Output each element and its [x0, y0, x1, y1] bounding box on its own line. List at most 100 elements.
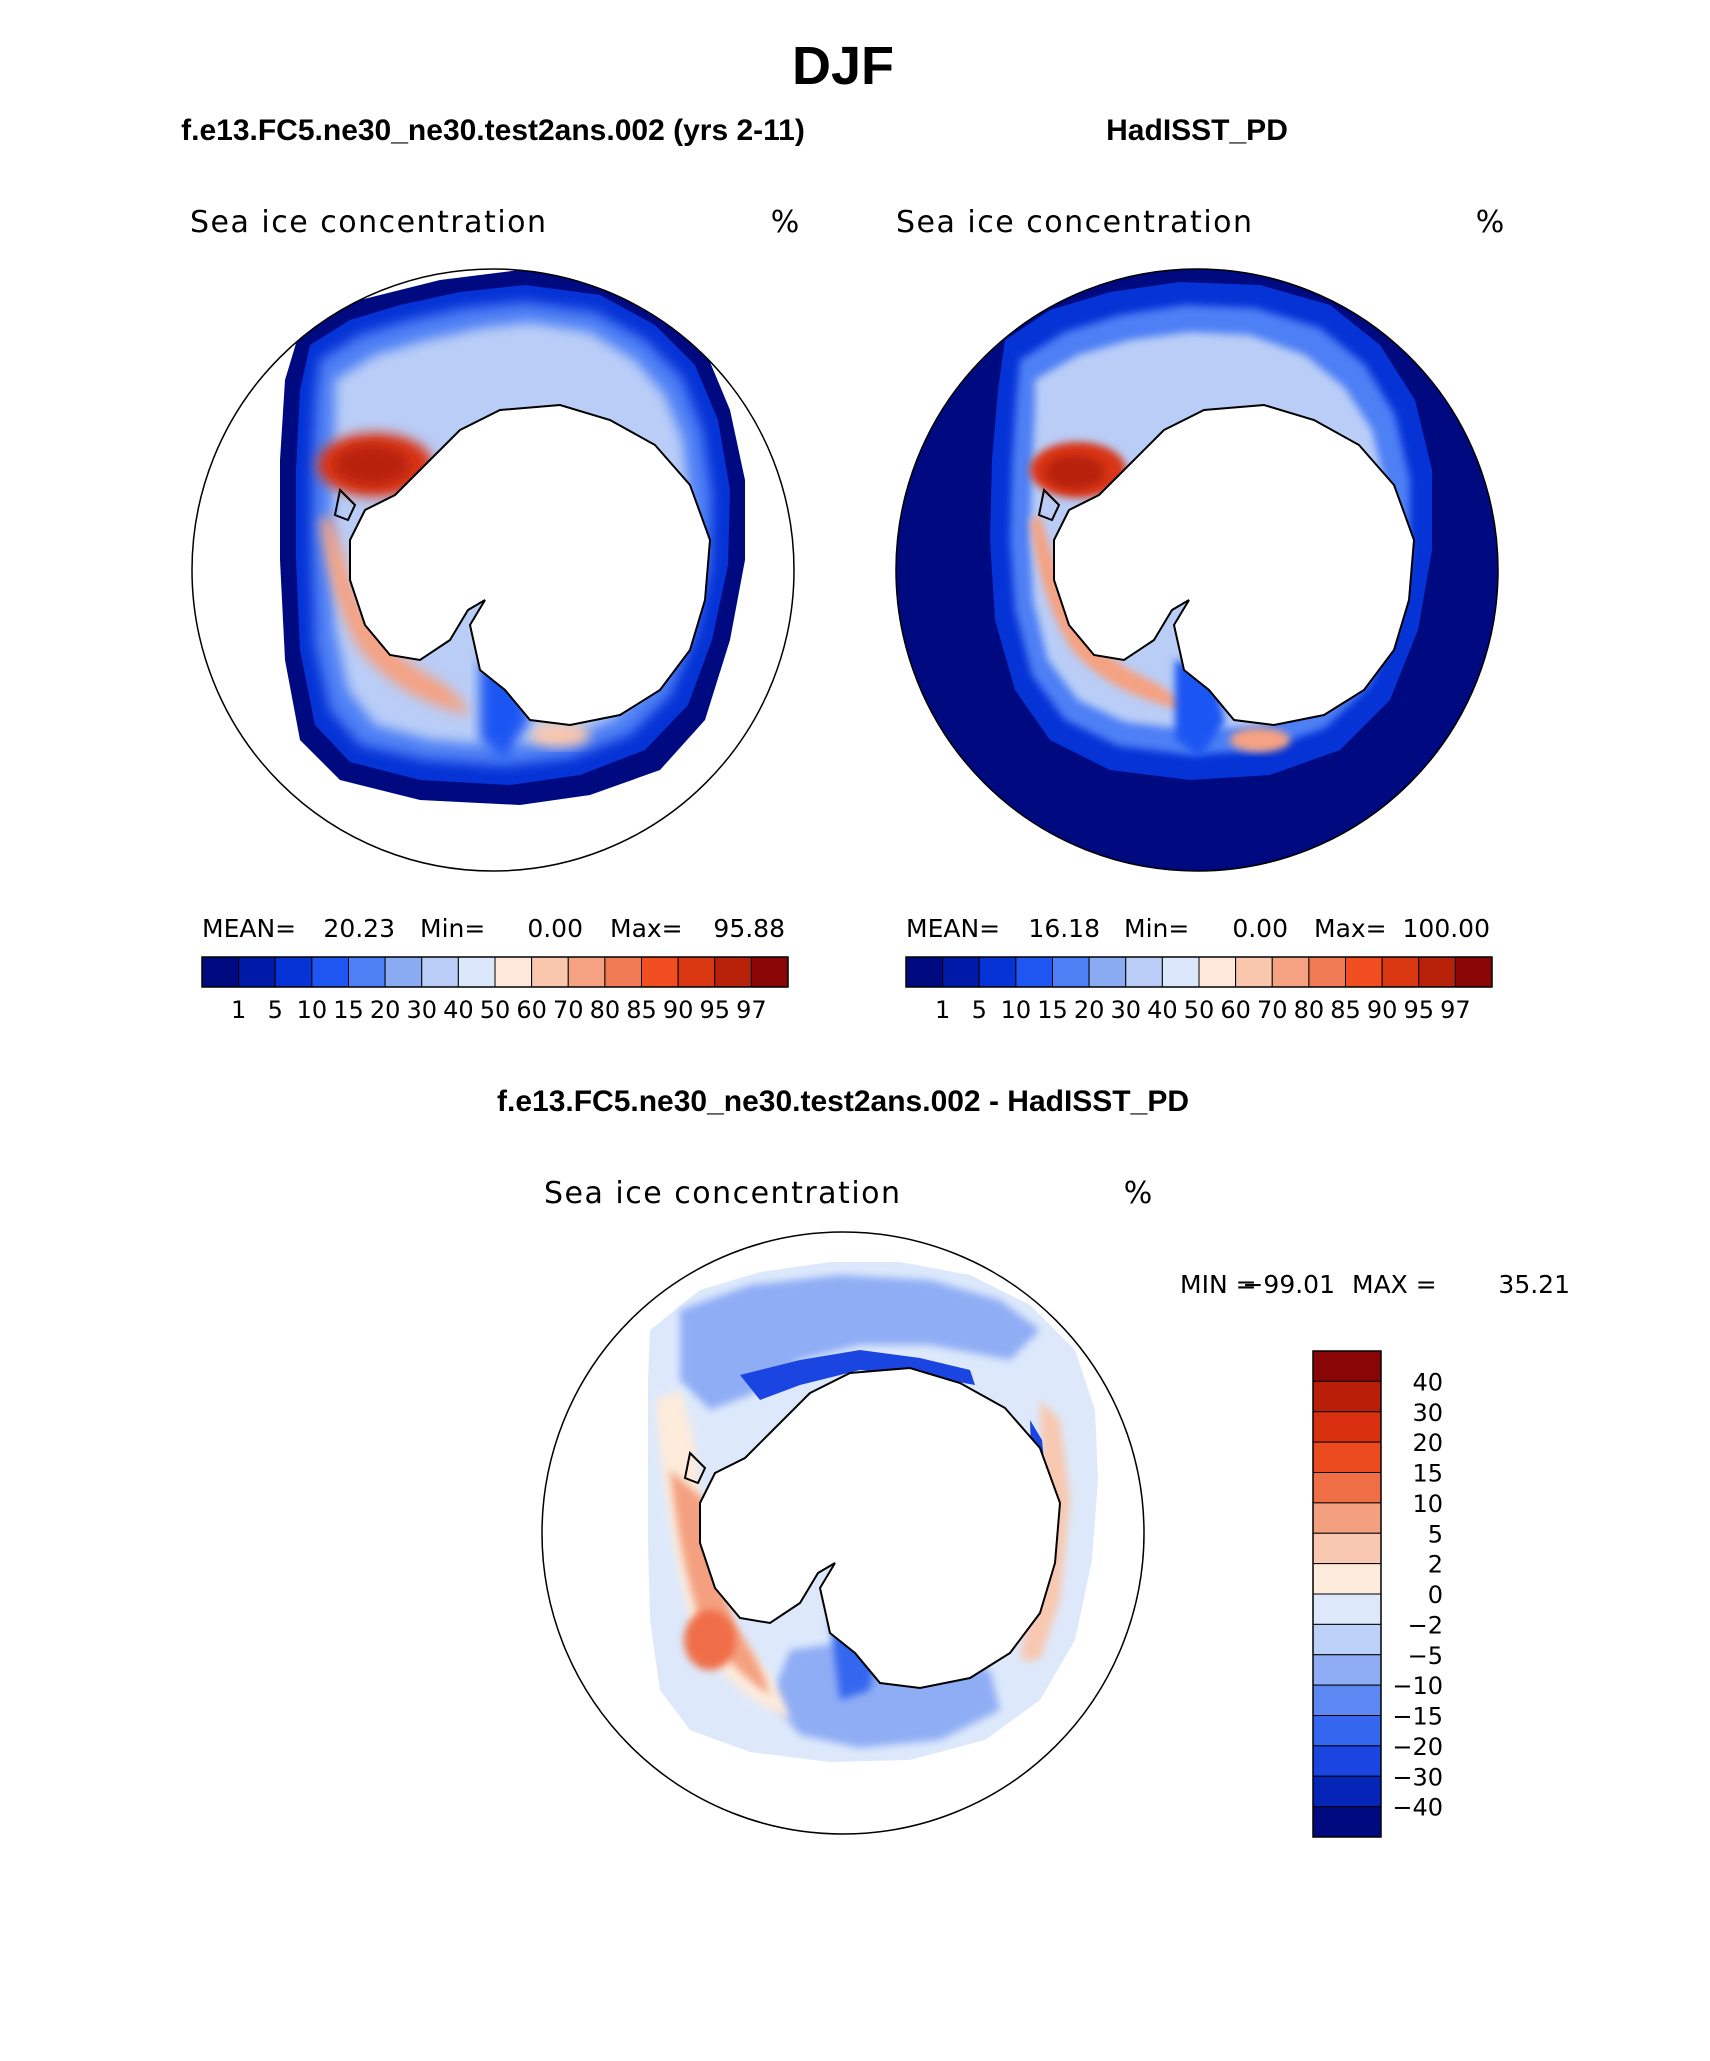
colorbar-swatch [641, 956, 679, 988]
panel-model-stats: MEAN= 20.23 Min= 0.00 Max= 95.88 [202, 914, 785, 943]
panel-model-border [191, 268, 795, 872]
panel-obs-max: 100.00 [1403, 914, 1490, 943]
colorbar-swatch [201, 956, 240, 988]
panel-model-subtitle: f.e13.FC5.ne30_ne30.test2ans.002 (yrs 2-… [181, 114, 805, 147]
colorbar-tick-label: 1 [935, 996, 950, 1024]
colorbar-swatch [384, 956, 423, 988]
panel-model-map [192, 269, 794, 871]
colorbar-tick-label: 5 [1428, 1520, 1443, 1548]
panel-diff-min-label: MIN = [1180, 1270, 1257, 1299]
colorbar-swatch [1235, 956, 1273, 988]
colorbar-tick-label: −15 [1392, 1703, 1443, 1731]
colorbar-tick-label: −20 [1392, 1733, 1443, 1761]
colorbar-tick-label: 1 [231, 996, 246, 1024]
colorbar-tick-label: 0 [1428, 1581, 1443, 1609]
panel-diff-title: Sea ice concentration [544, 1176, 902, 1211]
colorbar-swatch [1312, 1411, 1382, 1443]
panel-obs-min: 0.00 [1232, 914, 1288, 943]
colorbar-tick-label: 50 [480, 996, 511, 1024]
colorbar-swatch [1312, 1806, 1382, 1838]
colorbar-tick-label: 85 [1330, 996, 1361, 1024]
panel-model-mean: 20.23 [323, 914, 395, 943]
colorbar-tick-label: 80 [590, 996, 621, 1024]
colorbar-swatch [457, 956, 496, 988]
panel-obs: HadISST_PD Sea ice concentration % MEAN=… [895, 114, 1505, 1024]
colorbar-tick-label: 20 [1074, 996, 1105, 1024]
colorbar-swatch [238, 956, 276, 988]
colorbar-tick-label: 95 [1403, 996, 1434, 1024]
colorbar-tick-label: 2 [1428, 1551, 1443, 1579]
colorbar-swatch [942, 956, 980, 988]
colorbar-swatch [1312, 1654, 1382, 1686]
colorbar-tick-label: 30 [1110, 996, 1141, 1024]
panel-model-max: 95.88 [713, 914, 785, 943]
panel-model: f.e13.FC5.ne30_ne30.test2ans.002 (yrs 2-… [181, 114, 805, 1024]
colorbar-swatch [1454, 956, 1493, 988]
colorbar-swatch [1271, 956, 1310, 988]
panel-obs-mean-label: MEAN= [906, 914, 1000, 943]
colorbar-frame [201, 956, 789, 988]
colorbar-tick-label: 30 [1412, 1399, 1443, 1427]
panel-diff-subtitle: f.e13.FC5.ne30_ne30.test2ans.002 - HadIS… [497, 1085, 1189, 1118]
panel-diff-min: −99.01 [1242, 1270, 1335, 1299]
panel-obs-colorbar: 1 5 10 15 20 30 40 50 60 70 80 85 90 95 97 [905, 956, 1493, 1024]
colorbar-tick-label: 30 [406, 996, 437, 1024]
panel-diff-antarctica [699, 1366, 1062, 1690]
colorbar-swatch [1312, 1593, 1382, 1625]
colorbar-swatch [311, 956, 349, 988]
colorbar-swatch [1381, 956, 1420, 988]
colorbar-swatch [750, 956, 789, 988]
panel-model-max-label: Max= [610, 914, 683, 943]
colorbar-tick-label: −40 [1392, 1794, 1443, 1822]
colorbar-tick-label: 97 [1440, 996, 1471, 1024]
panel-diff-border [541, 1231, 1145, 1835]
colorbar-frame [1312, 1350, 1382, 1838]
colorbar-swatch [1312, 1441, 1382, 1473]
colorbar-tick-label: 70 [1257, 996, 1288, 1024]
colorbar-tick-label: −30 [1392, 1763, 1443, 1791]
colorbar-tick-label: 40 [443, 996, 474, 1024]
colorbar-swatch [494, 956, 533, 988]
panel-obs-border [895, 268, 1499, 872]
colorbar-swatch [1418, 956, 1456, 988]
colorbar-swatch [1125, 956, 1163, 988]
colorbar-tick-label: 85 [626, 996, 657, 1024]
colorbar-swatch [714, 956, 752, 988]
colorbar-tick-label: 10 [297, 996, 328, 1024]
colorbar-swatch [274, 956, 313, 988]
panel-model-colorbar: 1 5 10 15 20 30 40 50 60 70 80 85 90 95 97 [201, 956, 789, 1024]
colorbar-swatch [1312, 1563, 1382, 1595]
colorbar-swatch [1312, 1472, 1382, 1504]
colorbar-tick-label: 50 [1184, 996, 1215, 1024]
colorbar-swatch [1312, 1350, 1382, 1382]
panel-obs-map [896, 269, 1498, 871]
colorbar-tick-label: 97 [736, 996, 767, 1024]
panel-obs-mean: 16.18 [1028, 914, 1100, 943]
panel-diff-max-label: MAX = [1352, 1270, 1437, 1299]
colorbar-swatch [1088, 956, 1127, 988]
colorbar-tick-label: 15 [333, 996, 364, 1024]
colorbar-tick-label: 20 [1412, 1429, 1443, 1457]
colorbar-swatch [531, 956, 569, 988]
colorbar-swatch [1312, 1775, 1382, 1808]
colorbar-swatch [421, 956, 459, 988]
colorbar-swatch [1312, 1684, 1382, 1716]
colorbar-tick-label: 70 [553, 996, 584, 1024]
colorbar-swatch [1052, 956, 1090, 988]
colorbar-swatch [604, 956, 642, 988]
colorbar-tick-label: 90 [1367, 996, 1398, 1024]
colorbar-tick-label: 90 [663, 996, 694, 1024]
panel-diff-max: 35.21 [1498, 1270, 1570, 1299]
colorbar-tick-label: 15 [1412, 1460, 1443, 1488]
panel-model-min: 0.00 [527, 914, 583, 943]
colorbar-swatch [1312, 1745, 1382, 1777]
panel-diff-peninsula [683, 1450, 707, 1485]
panel-obs-min-label: Min= [1124, 914, 1189, 943]
panel-diff-map [542, 1232, 1144, 1834]
panel-obs-units: % [1476, 205, 1505, 240]
panel-model-units: % [771, 205, 800, 240]
colorbar-swatch [348, 956, 386, 988]
colorbar-tick-label: 95 [699, 996, 730, 1024]
colorbar-frame [905, 956, 1493, 988]
